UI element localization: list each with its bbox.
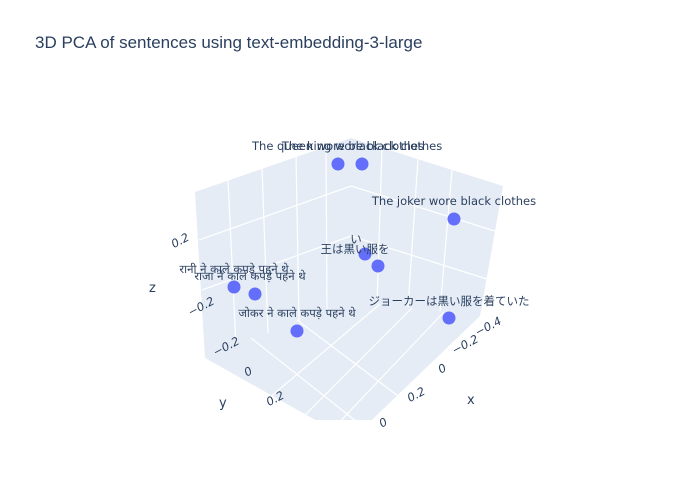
- data-point-label: ジョーカーは黒い服を着ていた: [369, 294, 530, 308]
- x-axis-title: x: [467, 393, 475, 408]
- data-point-label: The queen wore black clothes: [251, 139, 424, 153]
- floor-plane: [205, 300, 480, 420]
- x-tick-label: 0: [436, 361, 449, 377]
- data-point[interactable]: [371, 259, 385, 273]
- data-point[interactable]: [358, 247, 372, 261]
- grid-lines: [198, 145, 499, 420]
- data-point-label: い: [350, 232, 362, 246]
- data-point[interactable]: [248, 287, 262, 301]
- data-point-label: The joker wore black clothes: [371, 194, 536, 208]
- y-axis-title: y: [219, 396, 227, 411]
- x-tick-label: 0: [377, 415, 390, 431]
- data-point[interactable]: [442, 311, 456, 325]
- z-tick-label: 0.2: [169, 230, 192, 251]
- data-point[interactable]: [227, 280, 241, 294]
- data-point[interactable]: [355, 157, 369, 171]
- data-point-label: जोकर ने काले कपड़े पहने थे: [238, 306, 356, 320]
- data-point-label: रानी ने काले कपड़े पहने थे: [179, 262, 289, 276]
- data-point-label: राजा ने काले कपड़े पहने थे: [194, 269, 306, 283]
- chart-title: 3D PCA of sentences using text-embedding…: [35, 33, 423, 52]
- data-point[interactable]: [290, 324, 304, 338]
- data-point[interactable]: [331, 157, 345, 171]
- z-axis-title: z: [149, 281, 156, 296]
- x-tick-label: 0.2: [405, 384, 428, 405]
- data-point[interactable]: [447, 212, 461, 226]
- data-point-label: The king wore black clothes: [281, 139, 442, 153]
- data-point-label: 王は黒い服を: [321, 242, 390, 256]
